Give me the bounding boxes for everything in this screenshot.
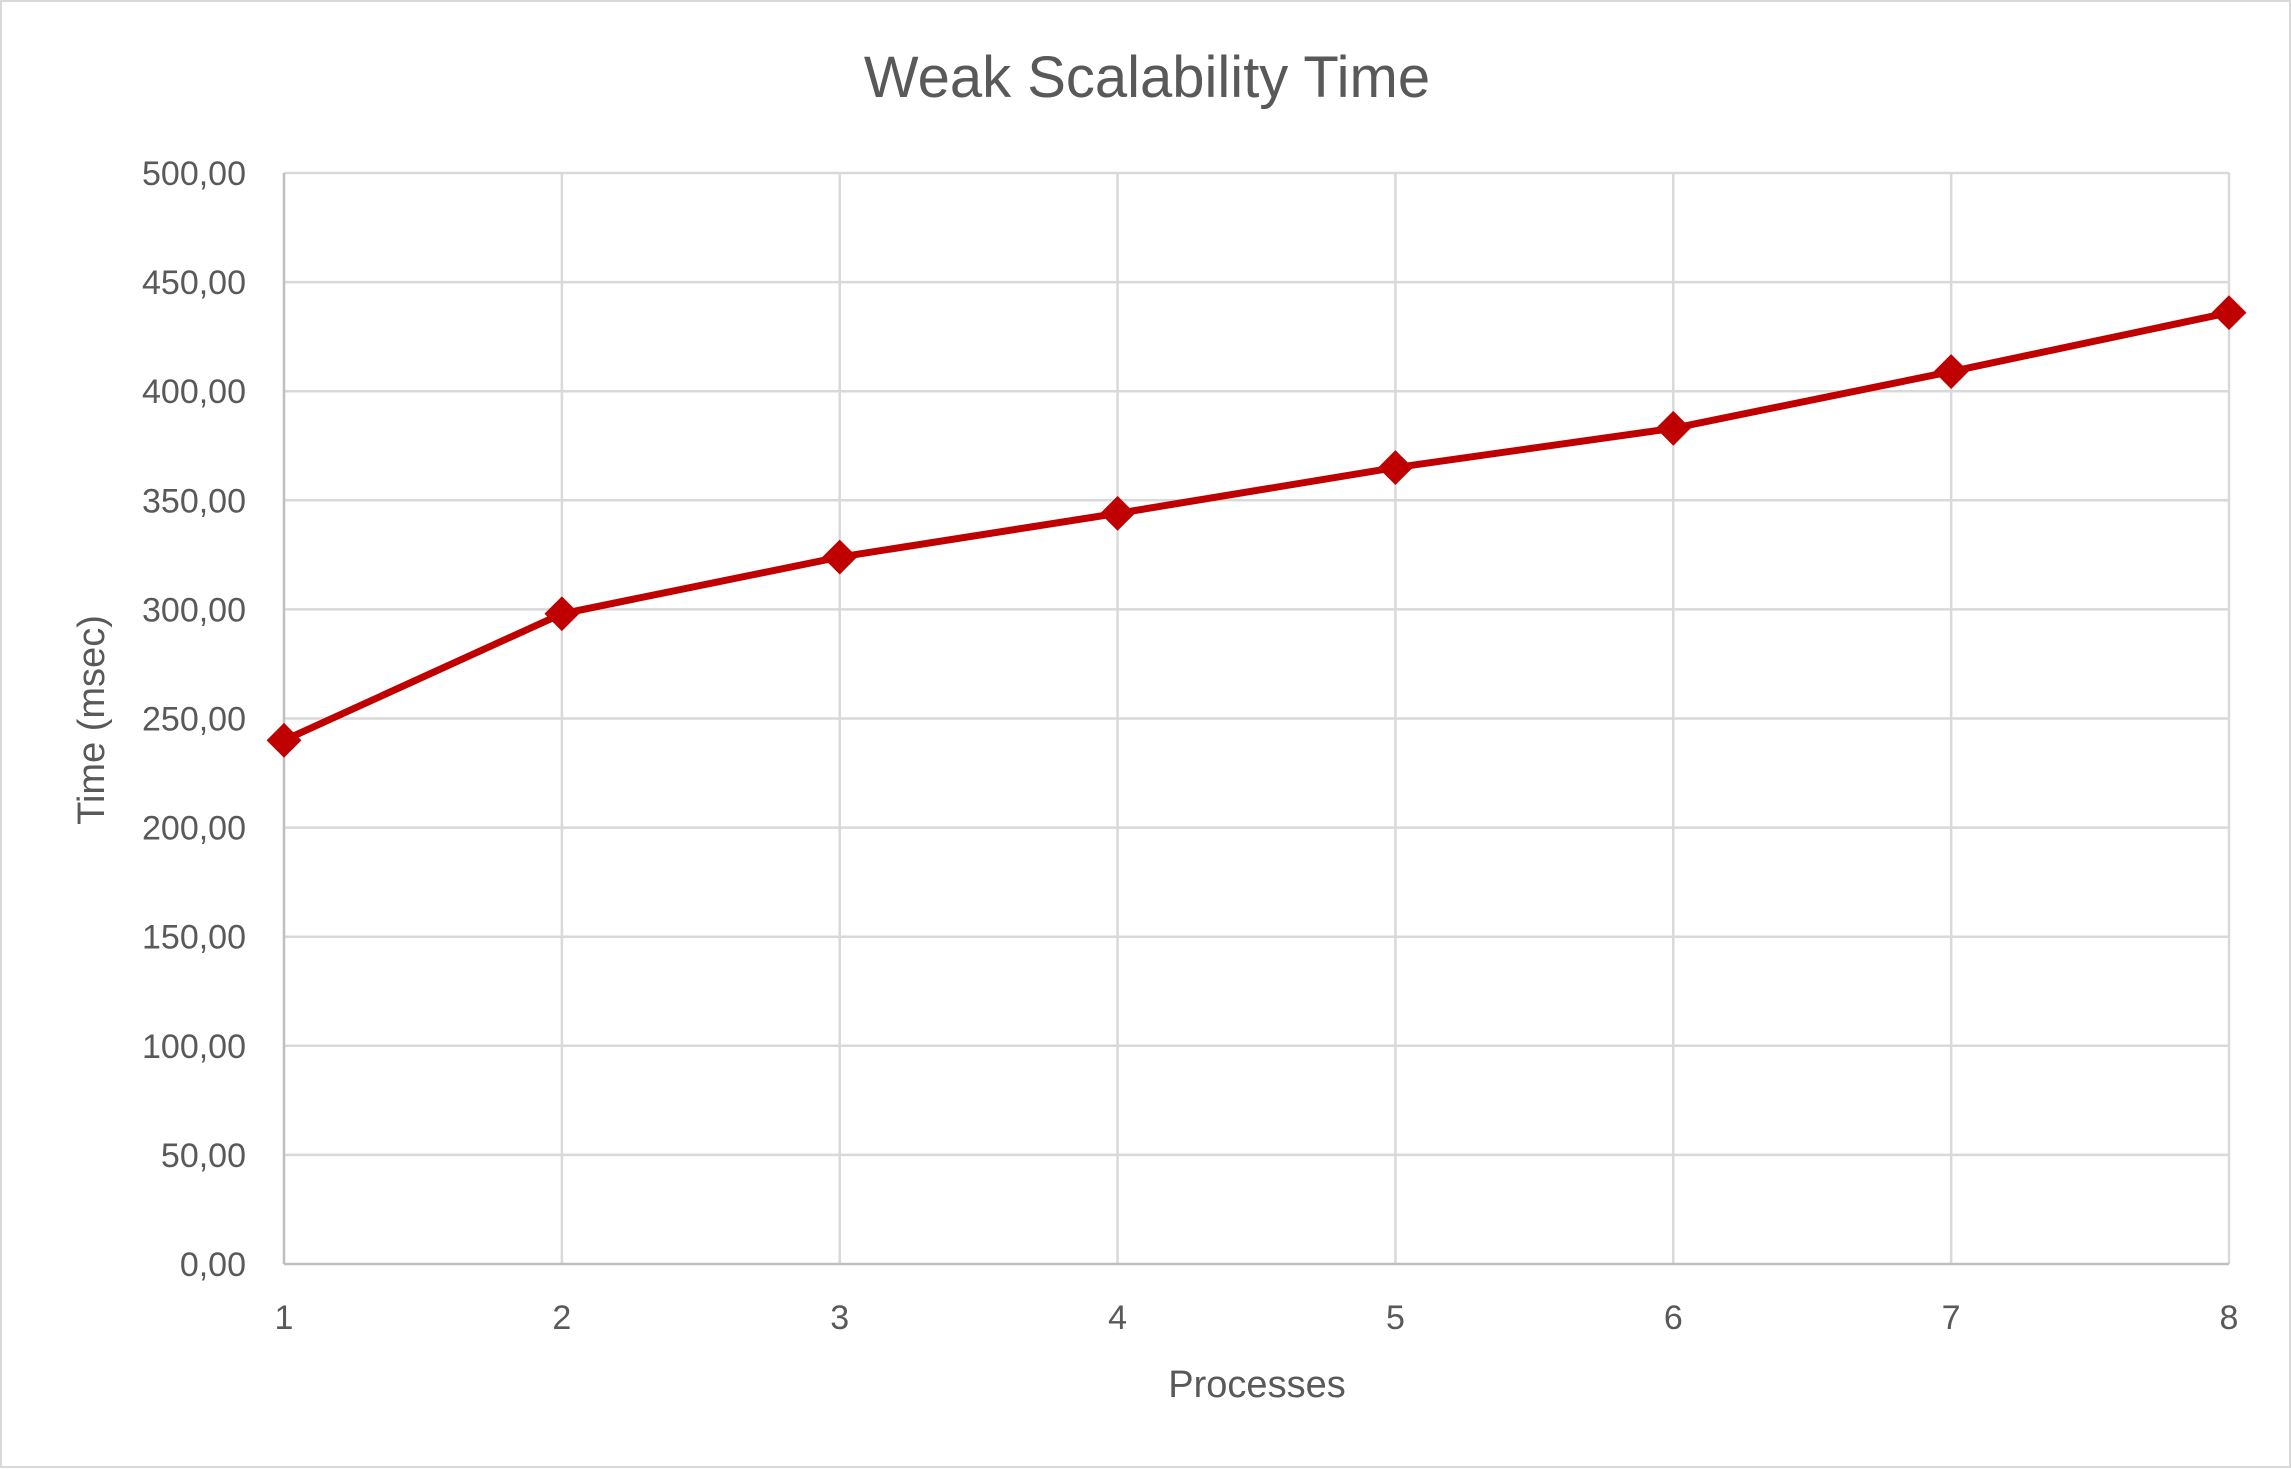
x-tick-label: 1 [275, 1299, 294, 1337]
x-tick-label: 4 [1108, 1299, 1127, 1337]
series-line [280, 309, 2233, 744]
chart-title: Weak Scalability Time [864, 45, 1430, 110]
x-axis-ticks: 1 2 3 4 5 6 7 8 [275, 1299, 2239, 1337]
y-tick-label: 300,00 [142, 591, 246, 629]
data-point-marker [266, 722, 302, 758]
data-point-marker [1378, 450, 1413, 485]
x-tick-label: 8 [2220, 1299, 2239, 1337]
data-point-marker [822, 539, 858, 575]
x-tick-label: 2 [552, 1299, 571, 1337]
axes [282, 173, 2229, 1266]
y-tick-label: 350,00 [142, 482, 246, 520]
x-tick-label: 7 [1942, 1299, 1961, 1337]
data-point-marker [1100, 495, 1135, 531]
x-tick-label: 6 [1664, 1299, 1683, 1337]
data-point-marker [1655, 410, 1691, 446]
data-point-marker [2211, 295, 2247, 331]
y-axis-title: Time (msec) [71, 615, 113, 825]
y-tick-label: 250,00 [142, 701, 246, 739]
y-tick-label: 150,00 [142, 919, 246, 957]
y-tick-label: 0,00 [180, 1246, 246, 1284]
x-tick-label: 5 [1386, 1299, 1405, 1337]
x-axis-title: Processes [1168, 1364, 1345, 1406]
y-tick-label: 100,00 [142, 1028, 246, 1066]
gridlines [284, 171, 2231, 1264]
series-group [266, 295, 2247, 758]
data-point-marker [1933, 354, 1969, 389]
y-axis-ticks: 0,00 50,00 100,00 150,00 200,00 250,00 300,00 3… [142, 155, 246, 1284]
x-tick-label: 3 [830, 1299, 849, 1337]
y-tick-label: 450,00 [142, 264, 246, 302]
y-tick-label: 200,00 [142, 810, 246, 848]
y-tick-label: 400,00 [142, 373, 246, 411]
y-tick-label: 500,00 [142, 155, 246, 193]
data-point-marker [544, 596, 580, 632]
y-tick-label: 50,00 [161, 1137, 246, 1175]
